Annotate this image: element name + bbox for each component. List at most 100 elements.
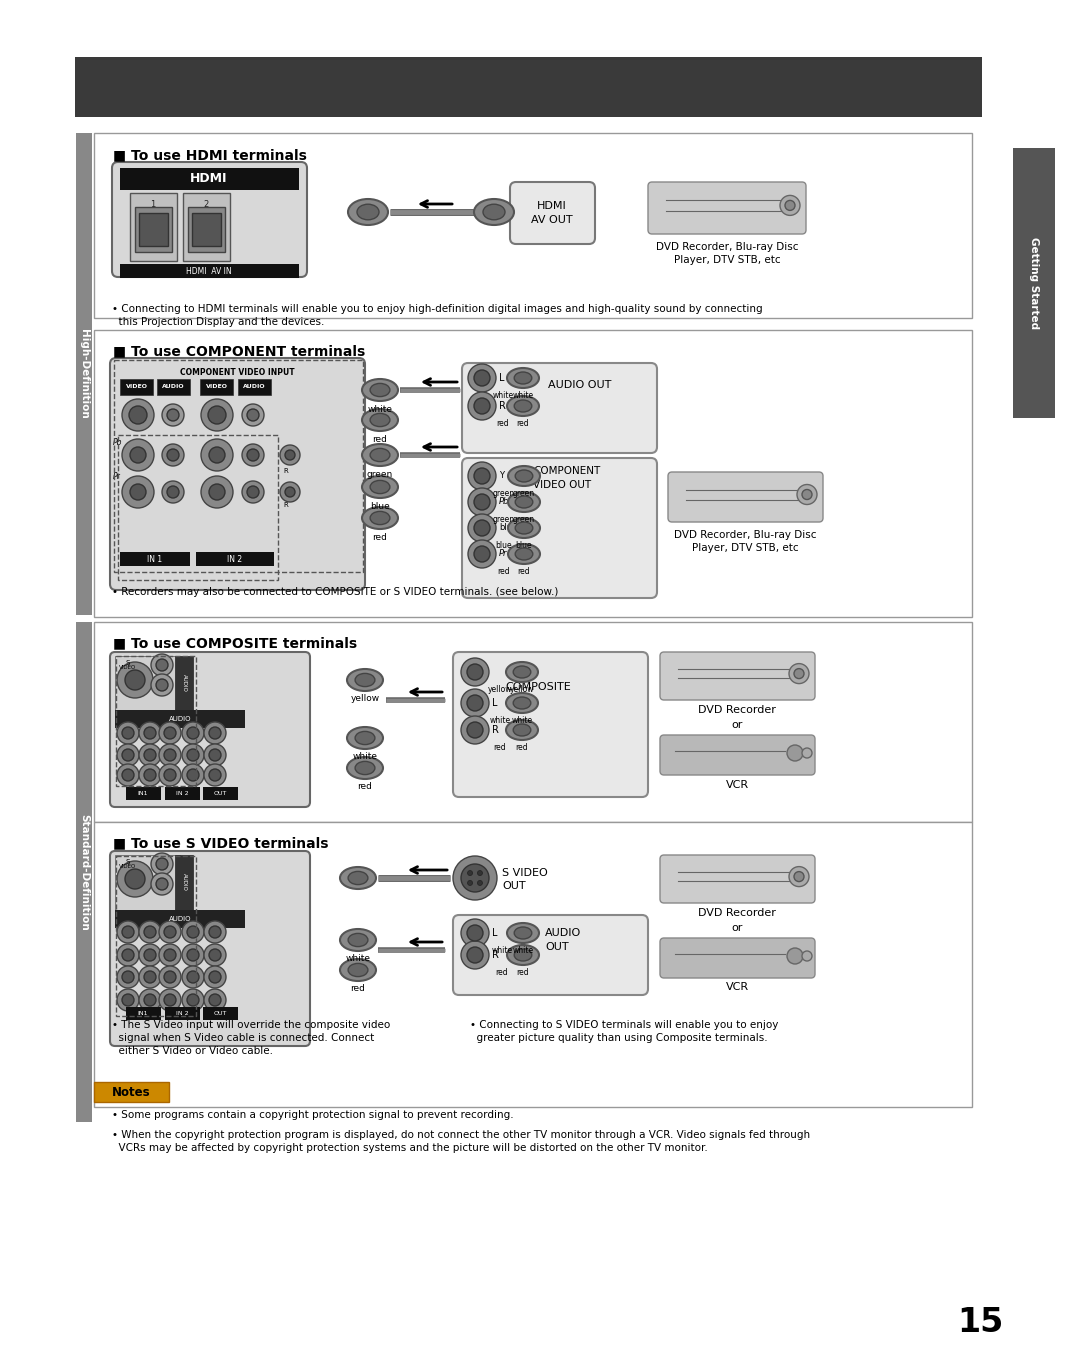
Bar: [238, 379, 271, 395]
Circle shape: [468, 462, 496, 491]
Ellipse shape: [348, 934, 368, 946]
Circle shape: [204, 966, 226, 988]
Circle shape: [802, 748, 812, 758]
FancyBboxPatch shape: [462, 363, 657, 453]
Circle shape: [208, 406, 226, 424]
Text: R: R: [499, 401, 505, 412]
Text: red: red: [373, 435, 388, 444]
Text: Pb: Pb: [113, 438, 122, 447]
Text: HDMI: HDMI: [190, 173, 228, 185]
Circle shape: [122, 994, 134, 1006]
Circle shape: [210, 949, 221, 961]
Bar: [94, 822, 972, 1107]
Bar: [130, 194, 177, 260]
Text: red: red: [494, 743, 507, 752]
Circle shape: [787, 949, 804, 964]
Circle shape: [285, 487, 295, 497]
Circle shape: [144, 994, 156, 1006]
Circle shape: [117, 722, 139, 744]
Text: red: red: [373, 533, 388, 542]
Ellipse shape: [507, 692, 538, 713]
Text: red: red: [496, 968, 509, 977]
Ellipse shape: [515, 548, 532, 560]
FancyBboxPatch shape: [660, 652, 815, 701]
Circle shape: [156, 679, 168, 691]
Circle shape: [474, 521, 490, 536]
Text: AUDIO: AUDIO: [181, 675, 187, 692]
Text: Y: Y: [214, 399, 220, 410]
Ellipse shape: [513, 667, 530, 677]
Text: white: white: [491, 946, 513, 955]
Text: ■ To use COMPONENT terminals: ■ To use COMPONENT terminals: [113, 343, 365, 358]
Bar: [126, 786, 161, 800]
Text: blue: blue: [499, 523, 517, 533]
Circle shape: [474, 398, 490, 414]
Circle shape: [210, 750, 221, 761]
Text: green: green: [513, 515, 535, 523]
Text: AUDIO: AUDIO: [243, 384, 266, 390]
Circle shape: [787, 746, 804, 761]
Bar: [120, 168, 299, 189]
Circle shape: [167, 487, 179, 497]
Text: red: red: [498, 567, 511, 577]
Circle shape: [187, 925, 199, 938]
Bar: [175, 656, 193, 711]
Circle shape: [210, 994, 221, 1006]
Text: Pr: Pr: [499, 549, 508, 559]
Text: AUDIO: AUDIO: [162, 384, 185, 390]
Bar: [203, 786, 238, 800]
Circle shape: [280, 483, 300, 502]
Ellipse shape: [483, 204, 505, 219]
FancyBboxPatch shape: [462, 458, 657, 598]
Circle shape: [164, 949, 176, 961]
Text: white: white: [512, 716, 532, 725]
Ellipse shape: [348, 871, 368, 885]
Ellipse shape: [347, 669, 383, 691]
Circle shape: [164, 925, 176, 938]
Text: AUDIO OUT: AUDIO OUT: [548, 380, 611, 390]
Text: AUDIO: AUDIO: [168, 916, 191, 921]
Circle shape: [151, 872, 173, 895]
Ellipse shape: [340, 960, 376, 981]
Circle shape: [183, 744, 204, 766]
Text: COMPONENT
VIDEO OUT: COMPONENT VIDEO OUT: [534, 466, 600, 489]
Circle shape: [117, 921, 139, 943]
Circle shape: [122, 769, 134, 781]
Circle shape: [159, 744, 181, 766]
Ellipse shape: [508, 466, 540, 487]
Circle shape: [159, 765, 181, 786]
Bar: [165, 1007, 200, 1020]
Circle shape: [130, 484, 146, 500]
Text: S VIDEO
OUT: S VIDEO OUT: [502, 868, 548, 891]
Ellipse shape: [508, 518, 540, 538]
Circle shape: [159, 990, 181, 1011]
Bar: [114, 910, 245, 928]
Ellipse shape: [362, 444, 399, 466]
Circle shape: [201, 476, 233, 508]
Circle shape: [139, 945, 161, 966]
Circle shape: [164, 970, 176, 983]
Bar: [94, 134, 972, 318]
Circle shape: [159, 921, 181, 943]
Circle shape: [467, 722, 483, 737]
Circle shape: [159, 945, 181, 966]
Text: VCR: VCR: [726, 780, 748, 791]
Circle shape: [467, 925, 483, 940]
Circle shape: [144, 726, 156, 739]
Circle shape: [210, 970, 221, 983]
Bar: [165, 786, 200, 800]
Text: ■ To use HDMI terminals: ■ To use HDMI terminals: [113, 149, 307, 162]
Text: red: red: [515, 743, 528, 752]
Text: white: white: [489, 716, 511, 725]
Circle shape: [162, 481, 184, 503]
Circle shape: [204, 744, 226, 766]
Text: IN 2: IN 2: [176, 791, 188, 796]
Bar: [1013, 149, 1055, 418]
Text: L: L: [499, 373, 504, 383]
Ellipse shape: [370, 413, 390, 427]
Bar: [116, 656, 195, 786]
Circle shape: [210, 769, 221, 781]
Circle shape: [162, 444, 184, 466]
Ellipse shape: [514, 399, 531, 412]
Text: IN1: IN1: [138, 791, 148, 796]
